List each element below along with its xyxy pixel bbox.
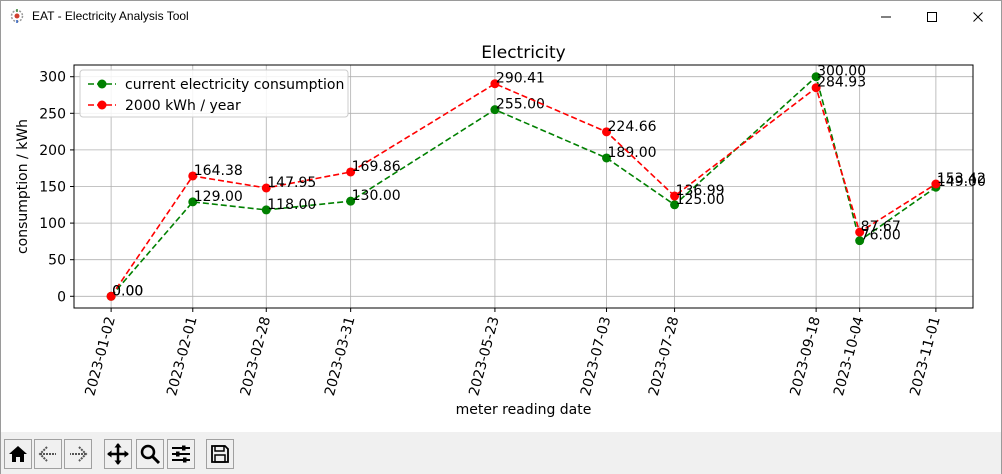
data-point bbox=[670, 200, 680, 210]
y-tick-label: 300 bbox=[39, 70, 66, 86]
maximize-button[interactable] bbox=[909, 1, 955, 32]
data-point bbox=[490, 105, 500, 115]
legend: current electricity consumption 2000 kWh … bbox=[79, 69, 349, 118]
series-1: 0.00 129.00 118.00 130.00 255.00 189.00 125.00… bbox=[106, 64, 986, 301]
data-label: 164.38 bbox=[194, 163, 243, 179]
pan-icon bbox=[107, 443, 129, 465]
legend-marker bbox=[97, 100, 107, 110]
legend-label: current electricity consumption bbox=[125, 77, 344, 93]
minimize-icon bbox=[881, 16, 891, 17]
data-point bbox=[602, 153, 612, 163]
data-point bbox=[602, 127, 612, 137]
home-icon bbox=[9, 446, 27, 462]
series-line bbox=[110, 75, 937, 297]
series-layer: 0.00 129.00 118.00 130.00 255.00 189.00 125.00… bbox=[106, 64, 986, 301]
back-button[interactable] bbox=[34, 439, 62, 469]
data-label: 147.95 bbox=[267, 175, 316, 191]
y-axis-ticks: 0 50 100 150 200 250 300 bbox=[39, 70, 74, 305]
minimize-button[interactable] bbox=[863, 1, 909, 32]
save-button[interactable] bbox=[206, 439, 234, 469]
data-label: 284.93 bbox=[817, 75, 866, 91]
x-tick-label: 2023-02-28 bbox=[238, 315, 275, 398]
data-label: 125.00 bbox=[676, 192, 725, 208]
data-point bbox=[670, 191, 680, 201]
home-button[interactable] bbox=[4, 439, 32, 469]
x-axis-ticks: 2023-01-02 2023-02-01 2023-02-28 2023-03-31… bbox=[82, 308, 944, 398]
y-tick-label: 100 bbox=[39, 216, 66, 232]
title-bar[interactable]: EAT - Electricity Analysis Tool bbox=[1, 1, 1001, 32]
data-label: 255.00 bbox=[496, 97, 545, 113]
data-label: 149.00 bbox=[937, 174, 986, 190]
x-tick-label: 2023-09-18 bbox=[787, 315, 824, 398]
y-tick-label: 250 bbox=[39, 106, 66, 122]
data-point bbox=[188, 197, 198, 207]
chart-title: Electricity bbox=[481, 43, 565, 63]
x-tick-label: 2023-07-28 bbox=[646, 315, 683, 398]
save-icon bbox=[211, 445, 229, 463]
subplots-icon bbox=[172, 445, 190, 463]
x-tick-label: 2023-11-01 bbox=[907, 315, 944, 398]
data-label: 189.00 bbox=[608, 145, 657, 161]
data-label: 87.67 bbox=[861, 219, 901, 235]
pan-button[interactable] bbox=[104, 439, 132, 469]
data-label: 136.99 bbox=[676, 183, 725, 199]
window-title: EAT - Electricity Analysis Tool bbox=[32, 9, 189, 23]
eat-app-icon bbox=[9, 8, 25, 24]
data-point bbox=[811, 72, 821, 82]
data-label: 130.00 bbox=[352, 188, 401, 204]
data-label: 0.00 bbox=[112, 283, 143, 299]
x-tick-label: 2023-10-04 bbox=[831, 315, 868, 398]
data-point bbox=[261, 183, 271, 193]
x-axis-label: meter reading date bbox=[456, 402, 592, 418]
x-tick-label: 2023-05-23 bbox=[466, 315, 503, 398]
data-point bbox=[346, 196, 356, 206]
data-label: 290.41 bbox=[496, 71, 545, 87]
y-tick-label: 50 bbox=[48, 253, 66, 269]
data-point bbox=[106, 291, 116, 301]
y-axis-label: consumption / kWh bbox=[15, 119, 31, 254]
data-label: 300.00 bbox=[817, 64, 866, 80]
y-tick-label: 150 bbox=[39, 180, 66, 196]
data-label: 118.00 bbox=[267, 197, 316, 213]
legend-box bbox=[79, 69, 349, 118]
back-icon bbox=[38, 446, 56, 462]
maximize-icon bbox=[927, 11, 937, 22]
series-line bbox=[110, 82, 937, 297]
figure-canvas[interactable]: 0 50 100 150 200 250 300 2023-01-02 2023-02-01 2… bbox=[1, 32, 1001, 432]
close-icon bbox=[973, 11, 983, 22]
data-point bbox=[855, 236, 865, 246]
data-point bbox=[855, 227, 865, 237]
data-label: 169.86 bbox=[352, 159, 401, 175]
series-2: 0.00 164.38 147.95 169.86 290.41 224.66 136.99… bbox=[106, 71, 986, 301]
x-tick-label: 2023-03-31 bbox=[322, 315, 359, 398]
data-label: 129.00 bbox=[194, 189, 243, 205]
data-point bbox=[346, 167, 356, 177]
data-point bbox=[261, 205, 271, 215]
data-point bbox=[490, 79, 500, 89]
navigation-toolbar bbox=[1, 432, 1001, 474]
data-label: 0.00 bbox=[112, 283, 143, 299]
data-point bbox=[188, 171, 198, 181]
data-label: 76.00 bbox=[861, 228, 901, 244]
y-tick-label: 200 bbox=[39, 143, 66, 159]
data-point bbox=[931, 179, 941, 189]
x-tick-label: 2023-02-01 bbox=[164, 315, 201, 398]
legend-label: 2000 kWh / year bbox=[125, 98, 241, 114]
data-label: 153.42 bbox=[937, 171, 986, 187]
subplots-button[interactable] bbox=[167, 439, 195, 469]
forward-button[interactable] bbox=[64, 439, 92, 469]
zoom-button[interactable] bbox=[136, 439, 164, 469]
close-button[interactable] bbox=[955, 1, 1001, 32]
legend-marker bbox=[97, 79, 107, 89]
data-label: 224.66 bbox=[608, 119, 657, 135]
y-tick-label: 0 bbox=[57, 289, 66, 305]
x-tick-label: 2023-01-02 bbox=[82, 315, 119, 398]
forward-icon bbox=[70, 446, 88, 462]
x-tick-label: 2023-07-03 bbox=[578, 315, 615, 398]
data-point bbox=[811, 83, 821, 93]
zoom-icon bbox=[140, 444, 161, 465]
